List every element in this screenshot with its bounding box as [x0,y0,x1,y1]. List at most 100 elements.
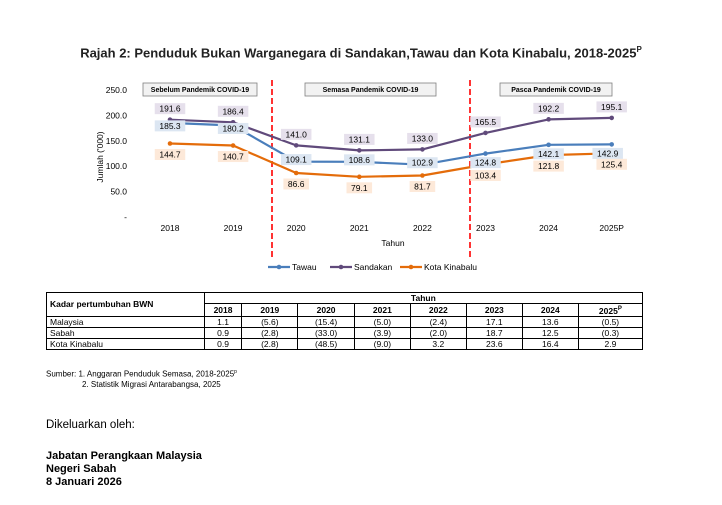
data-label: 124.8 [475,158,497,168]
table-row-label: Kota Kinabalu [46,337,205,350]
sources-prefix: Sumber: [46,369,77,379]
data-point [167,141,173,146]
x-tick-label: 2021 [350,223,369,233]
table-group-header: Tahun [203,292,644,304]
x-axis-title: Tahun [381,238,404,248]
data-point [420,173,425,178]
table-cell: 3.2 [409,337,467,350]
data-point [609,142,614,147]
data-label: 192.2 [538,103,560,113]
data-label-bg [344,154,375,166]
x-tick-label: 2022 [413,223,432,233]
table-row: Malaysia 1.1 (5.6) (15.4) (5.0) (2.4) 17.1 13.6… [46,315,644,328]
table-row: Sabah 0.9 (2.8) (33.0) (3.9) (2.0) 18.7 12.5 (0.… [46,326,644,339]
y-tick-label: 200.0 [106,110,128,120]
data-point [293,143,299,148]
data-label-bg [407,132,438,144]
period-annotation-label: Semasa Pandemik COVID-19 [323,87,419,94]
table-cell: (15.4) [297,315,355,328]
table-cell: 12.5 [521,326,579,339]
data-label: 103.4 [475,170,497,180]
x-tick-label: 2023 [476,223,495,233]
issuer-block: Jabatan Perangkaan Malaysia Negeri Sabah… [46,450,202,489]
data-label: 109.1 [286,155,308,165]
y-tick-label: 100.0 [106,161,128,171]
table-cell: 16.4 [521,337,579,350]
data-label-bg [596,158,627,170]
table-year-header: 2025P [577,303,644,317]
table-year-header: 2018 [203,303,243,317]
table-cell: (48.5) [297,337,355,350]
data-label-bg [470,169,501,181]
table-cell: (0.3) [577,326,644,339]
period-annotations: Sebelum Pandemik COVID-19 Semasa Pandemik… [142,82,613,97]
table-cell: 18.7 [465,326,523,339]
data-label: 121.8 [538,161,560,171]
chart-title-text: Rajah 2: Penduduk Bukan Warganegara di S… [80,45,637,61]
data-label: 140.7 [222,152,244,162]
source-line-2: 2. Statistik Migrasi Antarabangsa, 2025 [82,379,221,389]
chart-title: Rajah 2: Penduduk Bukan Warganegara di S… [0,45,722,60]
table-header-row: Kadar pertumbuhan BWN Tahun [46,292,644,317]
period-annotation-label: Pasca Pandemik COVID-19 [511,87,601,94]
table-header-label: Kadar pertumbuhan BWN [46,292,205,317]
period-dividers [271,80,471,258]
period-annotation-box [304,82,437,97]
table-cell: 13.6 [521,315,579,328]
table-cell: (2.8) [241,337,299,350]
data-label: 180.2 [222,123,244,133]
legend-entry-label: Tawau [292,262,317,272]
table-cell: 2.9 [577,337,644,350]
y-axis: - 50.0 100.0 150.0 200.0 250.0 [106,85,128,222]
data-label: 142.9 [597,148,619,158]
table-cell: 0.9 [203,337,243,350]
data-label-bg [470,157,501,169]
chart-title-superscript: P [636,45,642,54]
x-axis: 2018 2019 2020 2021 2022 2023 2024 2025P [161,223,625,233]
x-tick-label: 2020 [287,223,306,233]
data-point [483,151,488,156]
table-cell: (2.4) [409,315,467,328]
data-label-bg [217,151,249,163]
table-cell: (3.9) [353,326,411,339]
data-label: 79.1 [351,183,368,193]
data-label-bg [533,148,564,160]
period-annotation-label: Sebelum Pandemik COVID-19 [151,87,250,94]
table-row: Kota Kinabalu 0.9 (2.8) (48.5) (9.0) 3.2 23.6 1… [46,337,644,350]
table-cell: (2.8) [241,326,299,339]
x-tick-label: 2024 [539,223,558,233]
data-label: 133.0 [412,133,434,143]
table-year-header: 2022 [409,303,467,317]
table-cell: (33.0) [297,326,355,339]
table-cell: (0.5) [577,315,644,328]
legend: Tawau Sandakan Kota Kinabalu [268,262,477,272]
table-cell: (2.0) [409,326,467,339]
legend-entry-label: Kota Kinabalu [424,262,477,272]
growth-rate-table: Kadar pertumbuhan BWN Tahun 2018 2019 2020… [46,292,644,350]
y-tick-label: 250.0 [106,85,128,95]
data-label: 141.0 [286,129,308,139]
legend-swatch-marker [276,264,282,270]
data-label-bg [409,180,436,192]
data-label-bg [280,128,312,140]
table-year-header: 2024 [521,303,579,317]
data-label: 191.6 [159,104,181,114]
table-cell: (5.0) [353,315,411,328]
legend-swatch-marker [338,264,344,270]
table-cell: (5.6) [241,315,299,328]
table-year-header: 2023 [465,303,523,317]
data-label: 165.5 [475,117,497,127]
legend-swatch-marker [408,264,414,270]
data-label: 86.6 [288,179,305,189]
y-tick-label: 150.0 [106,136,128,146]
data-label-bg [592,147,623,159]
source-line-1: 1. Anggaran Penduduk Semasa, 2018-2025 [78,369,235,379]
legend-entry-label: Sandakan [354,262,393,272]
data-point [483,130,488,136]
table-body: Malaysia 1.1 (5.6) (15.4) (5.0) (2.4) 17.1 13.6… [46,315,644,350]
data-label-bg [283,178,309,190]
data-label-bg [217,122,249,134]
table-year-superscript: P [617,306,622,312]
data-point [293,170,299,176]
